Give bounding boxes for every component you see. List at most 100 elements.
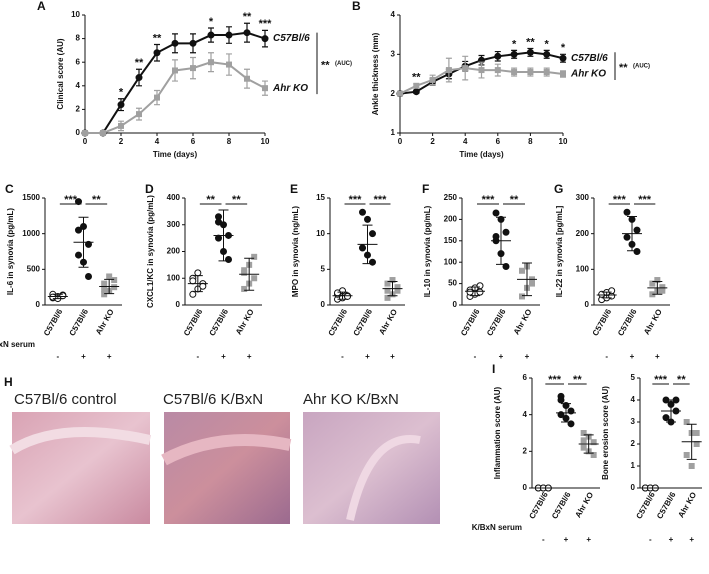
y-tick-label: 1 [631, 461, 636, 470]
significance-star: ** [232, 194, 241, 206]
y-tick-label: 0 [585, 300, 590, 309]
data-point [519, 293, 525, 300]
treatment-mark: - [474, 352, 477, 361]
data-point [384, 287, 391, 294]
significance-star: *** [638, 194, 652, 206]
data-point [384, 294, 391, 301]
data-point [101, 291, 108, 298]
y-tick-label: 2 [391, 89, 396, 98]
sd-bar [627, 216, 637, 252]
significance-star: *** [613, 194, 627, 206]
panel-letter: F [422, 182, 429, 196]
y-tick-label: 100 [444, 257, 458, 266]
y-tick-label: 0 [631, 483, 636, 492]
y-tick-label: 2 [523, 446, 528, 455]
data-point [189, 290, 197, 298]
data-point [101, 280, 108, 287]
data-point [261, 35, 269, 43]
y-tick-label: 200 [167, 247, 181, 256]
data-point [215, 218, 222, 226]
panel-letter: A [37, 0, 46, 13]
y-tick-label: 2 [631, 439, 636, 448]
y-tick-label: 0 [36, 300, 41, 309]
data-point [683, 419, 690, 425]
panel-letter: I [492, 362, 495, 376]
data-point [527, 69, 534, 76]
data-point [623, 233, 631, 241]
y-tick-label: 10 [71, 10, 80, 19]
data-point [75, 251, 82, 259]
data-point [511, 69, 518, 76]
y-tick-label: 3 [631, 417, 636, 426]
y-tick-label: 5 [631, 373, 636, 382]
image-caption: C57Bl/6 K/BxN [163, 391, 263, 408]
treatment-mark: + [390, 352, 395, 361]
treatment-mark: + [655, 352, 660, 361]
data-point [190, 65, 196, 72]
data-point [207, 31, 215, 39]
x-tick-label: 0 [398, 137, 403, 146]
data-point [445, 67, 452, 74]
significance-star: ** [92, 194, 101, 206]
data-point [492, 209, 500, 217]
sd-bar [78, 216, 89, 268]
y-tick-label: 4 [391, 10, 396, 19]
image-caption: Ahr KO K/BxN [303, 391, 399, 408]
y-axis-label: CXCL1/KC in synovia (pg/mL) [146, 195, 155, 308]
data-point [502, 228, 510, 236]
sd-bar [244, 257, 255, 291]
y-tick-label: 300 [576, 193, 590, 202]
category-label: C57Bl/6 [550, 490, 573, 520]
significance-star: ** [510, 194, 519, 206]
x-tick-label: 10 [559, 137, 568, 146]
sd-bar [387, 280, 398, 297]
x-tick-label: 8 [528, 137, 533, 146]
data-point [117, 101, 125, 109]
y-tick-label: 50 [448, 279, 457, 288]
data-point [100, 130, 106, 136]
data-point [510, 50, 518, 58]
data-point [693, 430, 700, 436]
data-point [225, 256, 232, 264]
significance-star: ** [677, 374, 686, 386]
data-point [226, 61, 232, 68]
data-point [111, 277, 118, 284]
data-point [633, 248, 641, 255]
data-point [59, 292, 67, 300]
data-point [394, 287, 401, 294]
treatment-mark: + [689, 535, 694, 544]
data-point [633, 226, 641, 234]
data-point [494, 52, 502, 60]
data-point [85, 240, 92, 248]
sd-bar [522, 262, 532, 297]
significance-star: *** [482, 194, 496, 206]
data-point [476, 282, 484, 290]
category-label: Ahr KO [234, 308, 256, 337]
data-point [364, 215, 371, 223]
category-label: C57Bl/6 [68, 307, 91, 337]
significance-star: * [209, 16, 214, 28]
category-label: Ahr KO [642, 308, 664, 337]
y-axis-label: Inflammation score (AU) [493, 386, 502, 479]
sd-bar [192, 275, 203, 293]
y-tick-label: 1 [391, 128, 396, 137]
significance-star: * [512, 38, 517, 50]
category-label: C57Bl/6 [485, 307, 508, 337]
treatment-mark: + [107, 352, 112, 361]
data-point [75, 226, 82, 234]
auc-stars: ** [321, 59, 330, 71]
x-axis-label: Time (days) [459, 150, 504, 159]
y-tick-label: 10 [316, 229, 325, 238]
data-point [688, 463, 695, 469]
treatment-mark: + [564, 535, 569, 544]
y-tick-label: 0 [321, 300, 326, 309]
y-tick-label: 4 [523, 410, 528, 419]
y-tick-label: 6 [523, 373, 528, 382]
data-point [466, 288, 474, 296]
histology-detail [161, 434, 292, 466]
y-tick-label: 0 [523, 483, 528, 492]
significance-star: *** [64, 194, 78, 206]
data-point [136, 111, 142, 118]
data-point [243, 29, 251, 37]
